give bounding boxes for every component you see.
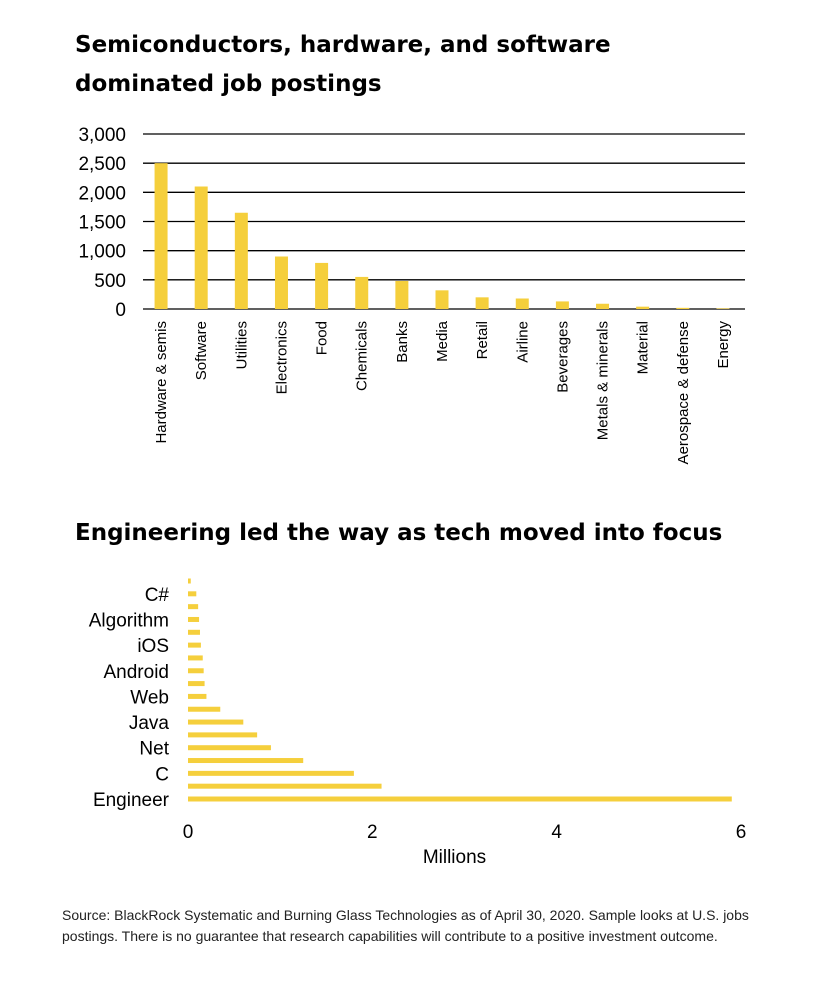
bar (188, 616, 200, 622)
y-category-label: Java (129, 713, 170, 734)
bar (716, 308, 730, 309)
x-category-label: Electronics (273, 321, 290, 394)
y-category-label: iOS (137, 636, 169, 657)
x-axis-label: Millions (423, 847, 486, 868)
x-tick-label: 4 (551, 822, 562, 843)
bar (636, 306, 650, 309)
chart2-title: Engineering led the way as tech moved in… (75, 520, 723, 546)
chart2-job-postings-by-skill: Engineer C Net Java Web Android iOS Algorithm C#… (89, 578, 747, 868)
x-category-label: Food (314, 321, 331, 355)
bar (188, 796, 732, 802)
x-category-label: Software (193, 321, 210, 380)
y-tick-label: 2,000 (78, 183, 126, 204)
y-category-label: Web (130, 687, 169, 708)
bar (188, 578, 191, 584)
bar (188, 629, 200, 635)
x-category-label: Metals & minerals (595, 321, 612, 440)
y-tick-label: 1,500 (78, 213, 126, 234)
bar (555, 301, 569, 309)
x-tick-label: 0 (183, 822, 194, 843)
bar (188, 732, 258, 738)
x-category-label: Energy (715, 321, 732, 369)
bar (188, 591, 197, 597)
bar (188, 706, 221, 712)
y-tick-label: 0 (115, 300, 126, 321)
x-category-label: Material (635, 321, 652, 374)
y-category-label: Engineer (93, 790, 170, 811)
bar (188, 681, 205, 687)
bar (435, 290, 449, 309)
bar (596, 303, 610, 309)
bar (188, 770, 354, 776)
y-tick-label: 2,500 (78, 154, 126, 175)
bar (188, 655, 203, 661)
bar (188, 719, 244, 725)
x-category-label: Beverages (554, 321, 571, 393)
bar (188, 758, 304, 764)
x-category-label: Utilities (233, 321, 250, 369)
bar (188, 642, 201, 648)
x-category-label: Hardware & semis (153, 321, 170, 444)
bar (154, 163, 168, 309)
y-tick-label: 1,000 (78, 242, 126, 263)
y-category-label: Android (104, 662, 170, 683)
bar (315, 262, 329, 309)
x-tick-label: 6 (736, 822, 747, 843)
x-category-label: Retail (474, 321, 491, 359)
x-tick-label: 2 (367, 822, 378, 843)
x-category-label: Chemicals (354, 321, 371, 391)
y-category-label: C (155, 764, 169, 785)
bar (188, 745, 271, 751)
bar (194, 186, 208, 309)
bar (676, 307, 690, 309)
bar (188, 783, 382, 789)
bar (234, 212, 248, 309)
y-tick-label: 500 (94, 271, 126, 292)
y-category-label: C# (145, 585, 170, 606)
y-tick-label: 3,000 (78, 125, 126, 146)
chart1-job-postings-by-industry: 0 500 1,000 1,500 2,000 2,500 3,000 Hardware & … (78, 125, 745, 464)
y-category-label: Net (139, 739, 169, 760)
bar (274, 256, 288, 309)
x-category-label: Media (434, 320, 451, 362)
bar (475, 297, 489, 309)
x-category-label: Banks (394, 321, 411, 363)
bar (515, 298, 529, 309)
chart1-title: Semiconductors, hardware, and software d… (75, 32, 611, 97)
bar (188, 668, 204, 674)
bar (395, 281, 409, 309)
bar (355, 276, 369, 309)
x-category-label: Aerospace & defense (675, 321, 692, 464)
source-note: Source: BlackRock Systematic and Burning… (62, 907, 749, 944)
bar (188, 693, 207, 699)
bar (188, 604, 199, 610)
x-category-label: Airline (514, 321, 531, 363)
y-category-label: Algorithm (89, 610, 169, 631)
